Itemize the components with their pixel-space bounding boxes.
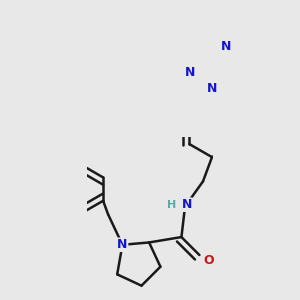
Text: N: N <box>117 238 128 251</box>
Text: N: N <box>220 40 231 53</box>
Text: N: N <box>207 82 217 95</box>
Text: N: N <box>184 66 195 79</box>
Text: N: N <box>182 198 192 211</box>
Text: O: O <box>203 254 214 267</box>
Text: H: H <box>167 200 176 210</box>
